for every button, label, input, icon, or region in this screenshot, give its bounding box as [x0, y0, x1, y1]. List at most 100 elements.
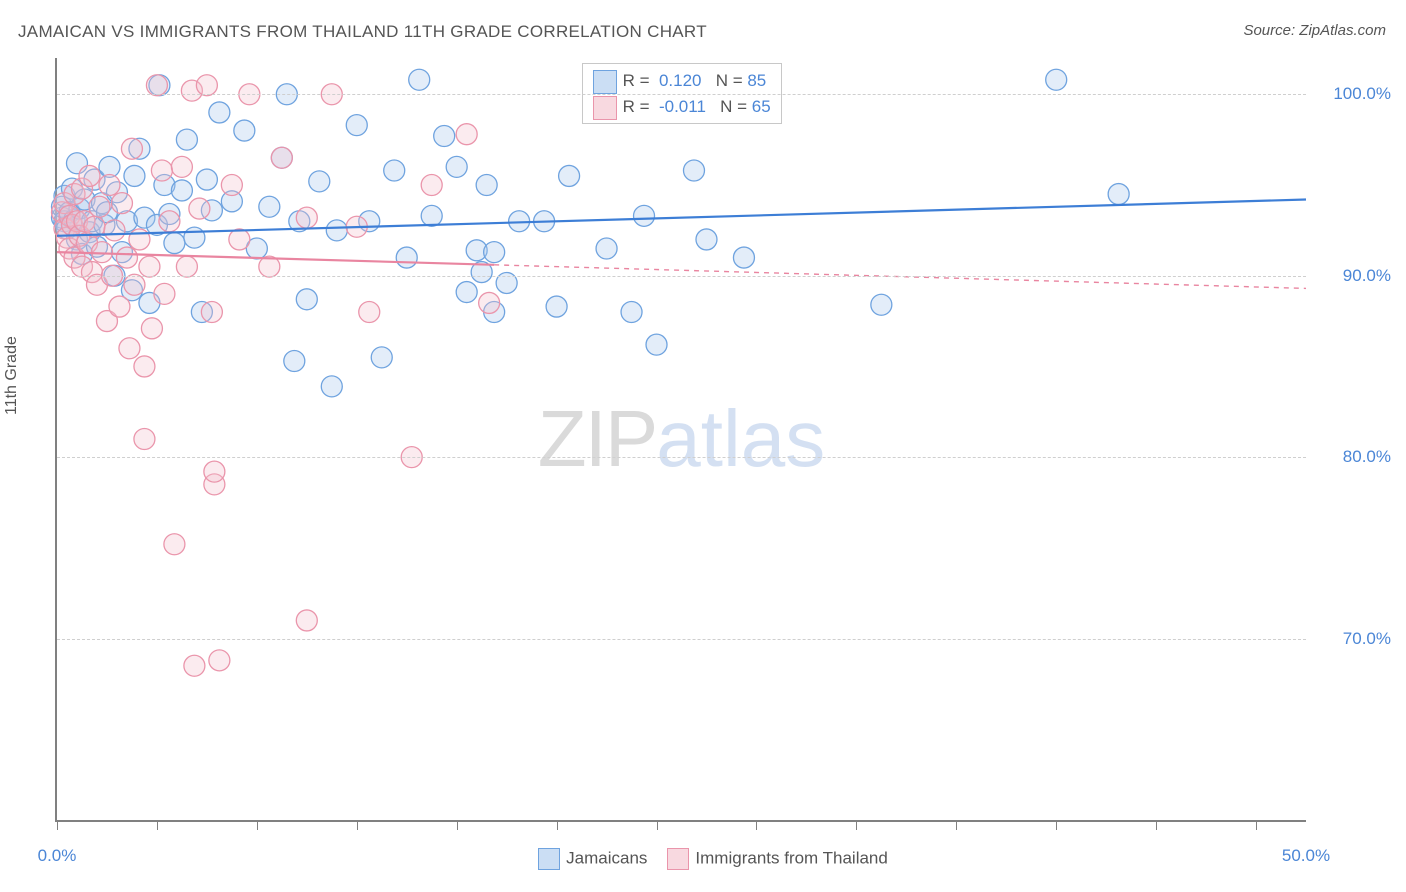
scatter-point: [733, 247, 754, 268]
chart-title: JAMAICAN VS IMMIGRANTS FROM THAILAND 11T…: [18, 22, 707, 42]
scatter-point: [151, 160, 172, 181]
scatter-point: [176, 256, 197, 277]
scatter-point: [209, 102, 230, 123]
scatter-point: [446, 156, 467, 177]
scatter-point: [456, 282, 477, 303]
scatter-point: [79, 165, 100, 186]
scatter-point: [111, 193, 132, 214]
scatter-point: [384, 160, 405, 181]
scatter-point: [683, 160, 704, 181]
scatter-point: [124, 165, 145, 186]
stat-label-n: N =: [720, 97, 752, 116]
stat-value-r: -0.011: [659, 97, 706, 116]
x-tick: [557, 820, 558, 830]
scatter-point: [646, 334, 667, 355]
x-tick: [457, 820, 458, 830]
stat-label-n: N =: [716, 71, 748, 90]
x-tick: [357, 820, 358, 830]
scatter-point: [176, 129, 197, 150]
scatter-point: [421, 205, 442, 226]
legend-swatch: [538, 848, 560, 870]
x-tick: [956, 820, 957, 830]
y-tick-label: 80.0%: [1316, 447, 1391, 467]
legend-label: Immigrants from Thailand: [695, 848, 887, 867]
scatter-point: [229, 229, 250, 250]
gridline: [57, 94, 1306, 95]
scatter-point: [119, 338, 140, 359]
scatter-point: [396, 247, 417, 268]
stat-value-n: 85: [747, 71, 766, 90]
plot-svg: [57, 58, 1306, 820]
scatter-point: [421, 175, 442, 196]
scatter-point: [146, 75, 167, 96]
scatter-point: [296, 610, 317, 631]
scatter-point: [296, 289, 317, 310]
scatter-point: [409, 69, 430, 90]
x-tick: [657, 820, 658, 830]
stat-label-r: R =: [623, 71, 655, 90]
x-tick: [856, 820, 857, 830]
scatter-point: [204, 461, 225, 482]
scatter-point: [196, 75, 217, 96]
scatter-point: [184, 227, 205, 248]
scatter-point: [621, 302, 642, 323]
scatter-point: [359, 302, 380, 323]
scatter-point: [476, 175, 497, 196]
scatter-point: [124, 274, 145, 295]
scatter-point: [129, 229, 150, 250]
x-tick: [1256, 820, 1257, 830]
stat-value-n: 65: [752, 97, 771, 116]
scatter-point: [134, 356, 155, 377]
legend-swatch: [667, 848, 689, 870]
scatter-point: [371, 347, 392, 368]
legend-swatch: [593, 70, 617, 94]
y-axis-label: 11th Grade: [3, 336, 21, 415]
scatter-point: [309, 171, 330, 192]
scatter-point: [634, 205, 655, 226]
x-tick: [756, 820, 757, 830]
scatter-point: [221, 175, 242, 196]
legend-label: Jamaicans: [566, 848, 647, 867]
legend-swatch: [593, 96, 617, 120]
scatter-point: [141, 318, 162, 339]
stats-row: R = -0.011 N = 65: [593, 94, 771, 120]
scatter-point: [1046, 69, 1067, 90]
scatter-point: [159, 211, 180, 232]
y-tick-label: 100.0%: [1316, 84, 1391, 104]
scatter-point: [546, 296, 567, 317]
x-tick: [57, 820, 58, 830]
scatter-point: [116, 247, 137, 268]
scatter-point: [271, 147, 292, 168]
scatter-point: [559, 165, 580, 186]
scatter-point: [434, 126, 455, 147]
gridline: [57, 276, 1306, 277]
bottom-legend: Jamaicans Immigrants from Thailand: [0, 848, 1406, 870]
x-tick: [157, 820, 158, 830]
scatter-point: [346, 115, 367, 136]
scatter-point: [479, 292, 500, 313]
trend-line: [57, 200, 1306, 236]
y-tick-label: 70.0%: [1316, 629, 1391, 649]
scatter-point: [196, 169, 217, 190]
scatter-point: [189, 198, 210, 219]
stats-row: R = 0.120 N = 85: [593, 68, 771, 94]
stat-label-r: R =: [623, 97, 655, 116]
scatter-point: [109, 296, 130, 317]
scatter-point: [259, 196, 280, 217]
scatter-point: [171, 156, 192, 177]
y-tick-label: 90.0%: [1316, 266, 1391, 286]
x-tick: [1156, 820, 1157, 830]
scatter-point: [104, 220, 125, 241]
x-tick: [257, 820, 258, 830]
scatter-point: [184, 655, 205, 676]
scatter-point: [89, 196, 110, 217]
gridline: [57, 457, 1306, 458]
scatter-point: [871, 294, 892, 315]
scatter-point: [164, 233, 185, 254]
scatter-point: [164, 534, 185, 555]
scatter-point: [284, 350, 305, 371]
scatter-point: [171, 180, 192, 201]
plot-area: ZIPatlas R = 0.120 N = 85R = -0.011 N = …: [55, 58, 1306, 822]
scatter-point: [1108, 184, 1129, 205]
scatter-point: [99, 175, 120, 196]
